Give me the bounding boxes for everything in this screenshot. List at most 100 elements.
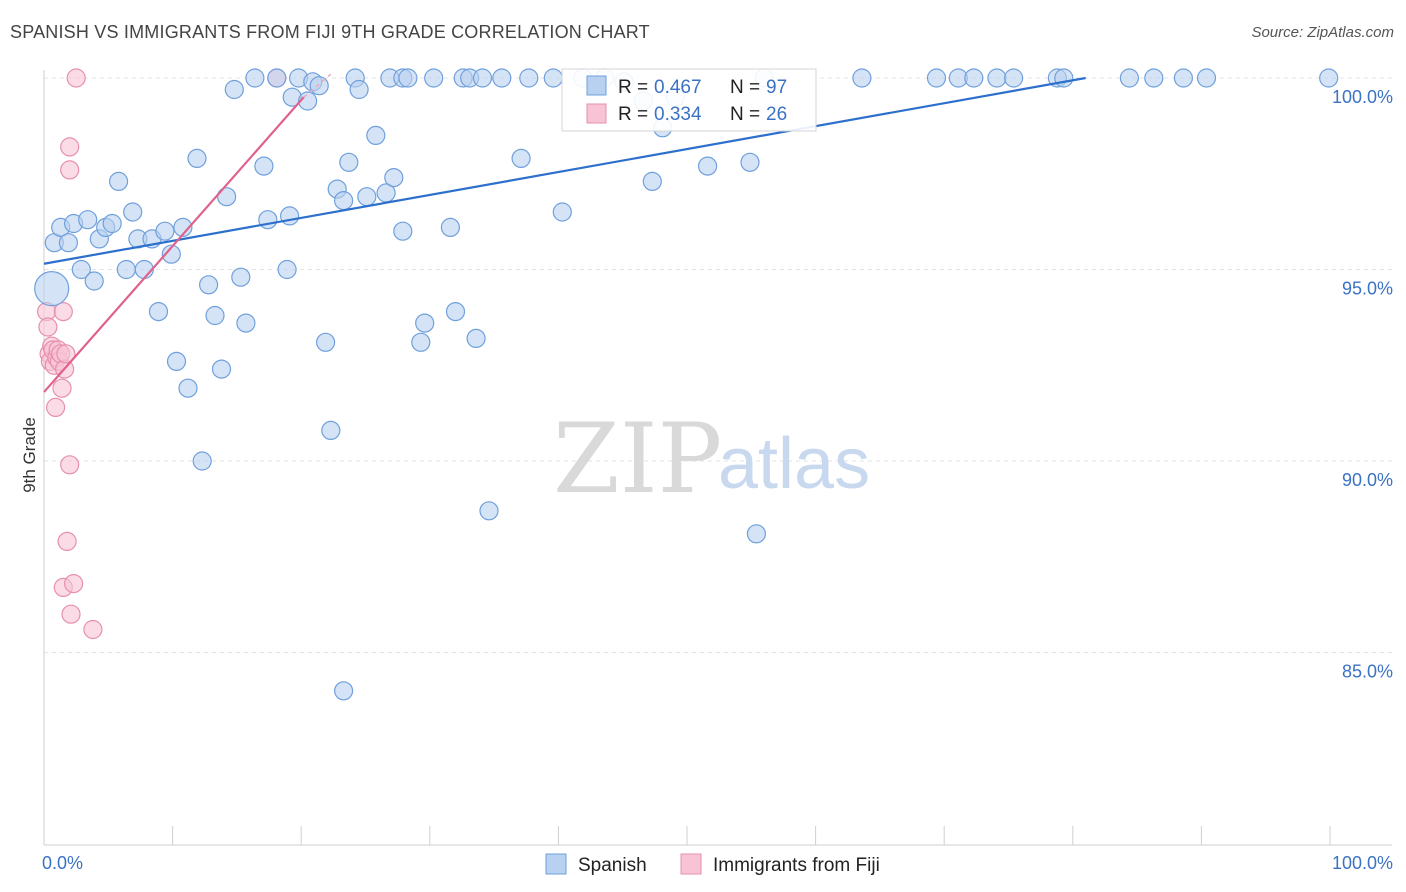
fiji-point (57, 531, 77, 552)
spanish-point (1054, 68, 1074, 88)
spanish-point (415, 313, 435, 333)
spanish-point (71, 259, 91, 280)
spanish-point (411, 332, 431, 352)
spanish-point (357, 187, 377, 207)
spanish-trend-line (43, 76, 1086, 265)
spanish-point (224, 79, 244, 100)
axes (43, 70, 1392, 846)
bottom-legend-label-fiji: Immigrants from Fiji (713, 855, 880, 876)
legend-r-value: 0.334 (654, 104, 702, 125)
y-axis-label: 9th Grade (20, 417, 39, 493)
fiji-point (56, 344, 76, 364)
fiji-point (66, 68, 86, 88)
spanish-point (746, 524, 767, 544)
spanish-point (740, 152, 760, 172)
spanish-point (116, 259, 136, 280)
spanish-point (187, 148, 207, 168)
spanish-point (217, 187, 237, 207)
fiji-point (83, 619, 103, 640)
spanish-point (280, 206, 300, 226)
spanish-point (334, 681, 354, 701)
spanish-point (298, 91, 318, 111)
spanish-point (316, 332, 336, 352)
spanish-point (148, 302, 169, 322)
watermark: ZIP atlas (553, 403, 870, 515)
x-tick-label: 0.0% (42, 853, 83, 873)
spanish-point (245, 68, 265, 88)
spanish-point (334, 191, 354, 211)
spanish-point (384, 168, 404, 188)
spanish-point (349, 79, 369, 100)
bottom-legend-swatch-fiji (680, 853, 702, 875)
legend-r-value: 0.467 (654, 77, 702, 98)
spanish-point (964, 68, 984, 88)
spanish-point (205, 305, 225, 326)
fiji-point (61, 604, 81, 624)
x-tick-labels: 0.0% 100.0% (42, 853, 1393, 873)
spanish-point (254, 156, 274, 176)
spanish-point (697, 156, 718, 176)
legend-n-value: 97 (766, 77, 787, 98)
spanish-point (1173, 68, 1194, 88)
y-tick-label: 100.0% (1332, 87, 1393, 107)
bottom-legend-swatch-spanish (545, 853, 567, 875)
fiji-point (45, 397, 66, 417)
spanish-point (511, 148, 531, 168)
spanish-point (519, 68, 539, 88)
spanish-point (199, 275, 219, 295)
source-credit: Source: ZipAtlas.com (1251, 24, 1394, 41)
watermark-zip: ZIP (553, 403, 722, 515)
legend-swatch-spanish (586, 75, 607, 96)
spanish-point (1119, 68, 1140, 88)
spanish-point (852, 68, 872, 88)
spanish-point (267, 68, 287, 88)
fiji-point (38, 317, 58, 337)
x-ticks (43, 826, 1331, 845)
spanish-point (926, 68, 947, 88)
spanish-point (173, 217, 193, 237)
spanish-point (393, 221, 413, 241)
spanish-point (102, 213, 122, 234)
spanish-point (231, 267, 251, 287)
spanish-point (211, 359, 232, 379)
fiji-trend-line (43, 96, 305, 393)
fiji-point (60, 160, 80, 180)
watermark-atlas: atlas (718, 424, 870, 504)
legend-r-label: R = (618, 104, 648, 125)
fiji-point (52, 378, 72, 398)
fiji-point (60, 137, 80, 157)
spanish-point (543, 68, 563, 88)
spanish-point (1319, 68, 1339, 88)
spanish-point (78, 210, 98, 230)
spanish-point (398, 68, 418, 88)
spanish-point (84, 271, 104, 291)
y-tick-label: 85.0% (1342, 662, 1393, 682)
spanish-point (236, 313, 256, 333)
bottom-legend-label-spanish: Spanish (578, 855, 647, 876)
spanish-point (492, 68, 512, 88)
spanish-point (440, 217, 460, 237)
spanish-point (161, 244, 181, 264)
fiji-point (63, 573, 84, 594)
spanish-point (445, 302, 466, 322)
series-spanish-points (34, 68, 1339, 701)
fiji-point (60, 455, 80, 475)
spanish-point (987, 68, 1007, 88)
spanish-point (339, 152, 359, 172)
legend-n-value: 26 (766, 104, 787, 125)
y-tick-label: 95.0% (1342, 279, 1393, 299)
legend-swatch-fiji (586, 103, 607, 124)
series-fiji-points (36, 68, 287, 640)
spanish-point (192, 451, 212, 471)
fiji-point (53, 302, 73, 322)
legend-n-label: N = (730, 104, 760, 125)
spanish-point (123, 202, 143, 222)
spanish-point (1003, 68, 1024, 88)
spanish-point (309, 76, 329, 96)
bottom-legend: Spanish Immigrants from Fiji (545, 853, 880, 876)
spanish-point (366, 125, 386, 145)
fiji-trend-extension (303, 73, 332, 98)
spanish-point (166, 351, 187, 371)
spanish-point (642, 171, 662, 191)
